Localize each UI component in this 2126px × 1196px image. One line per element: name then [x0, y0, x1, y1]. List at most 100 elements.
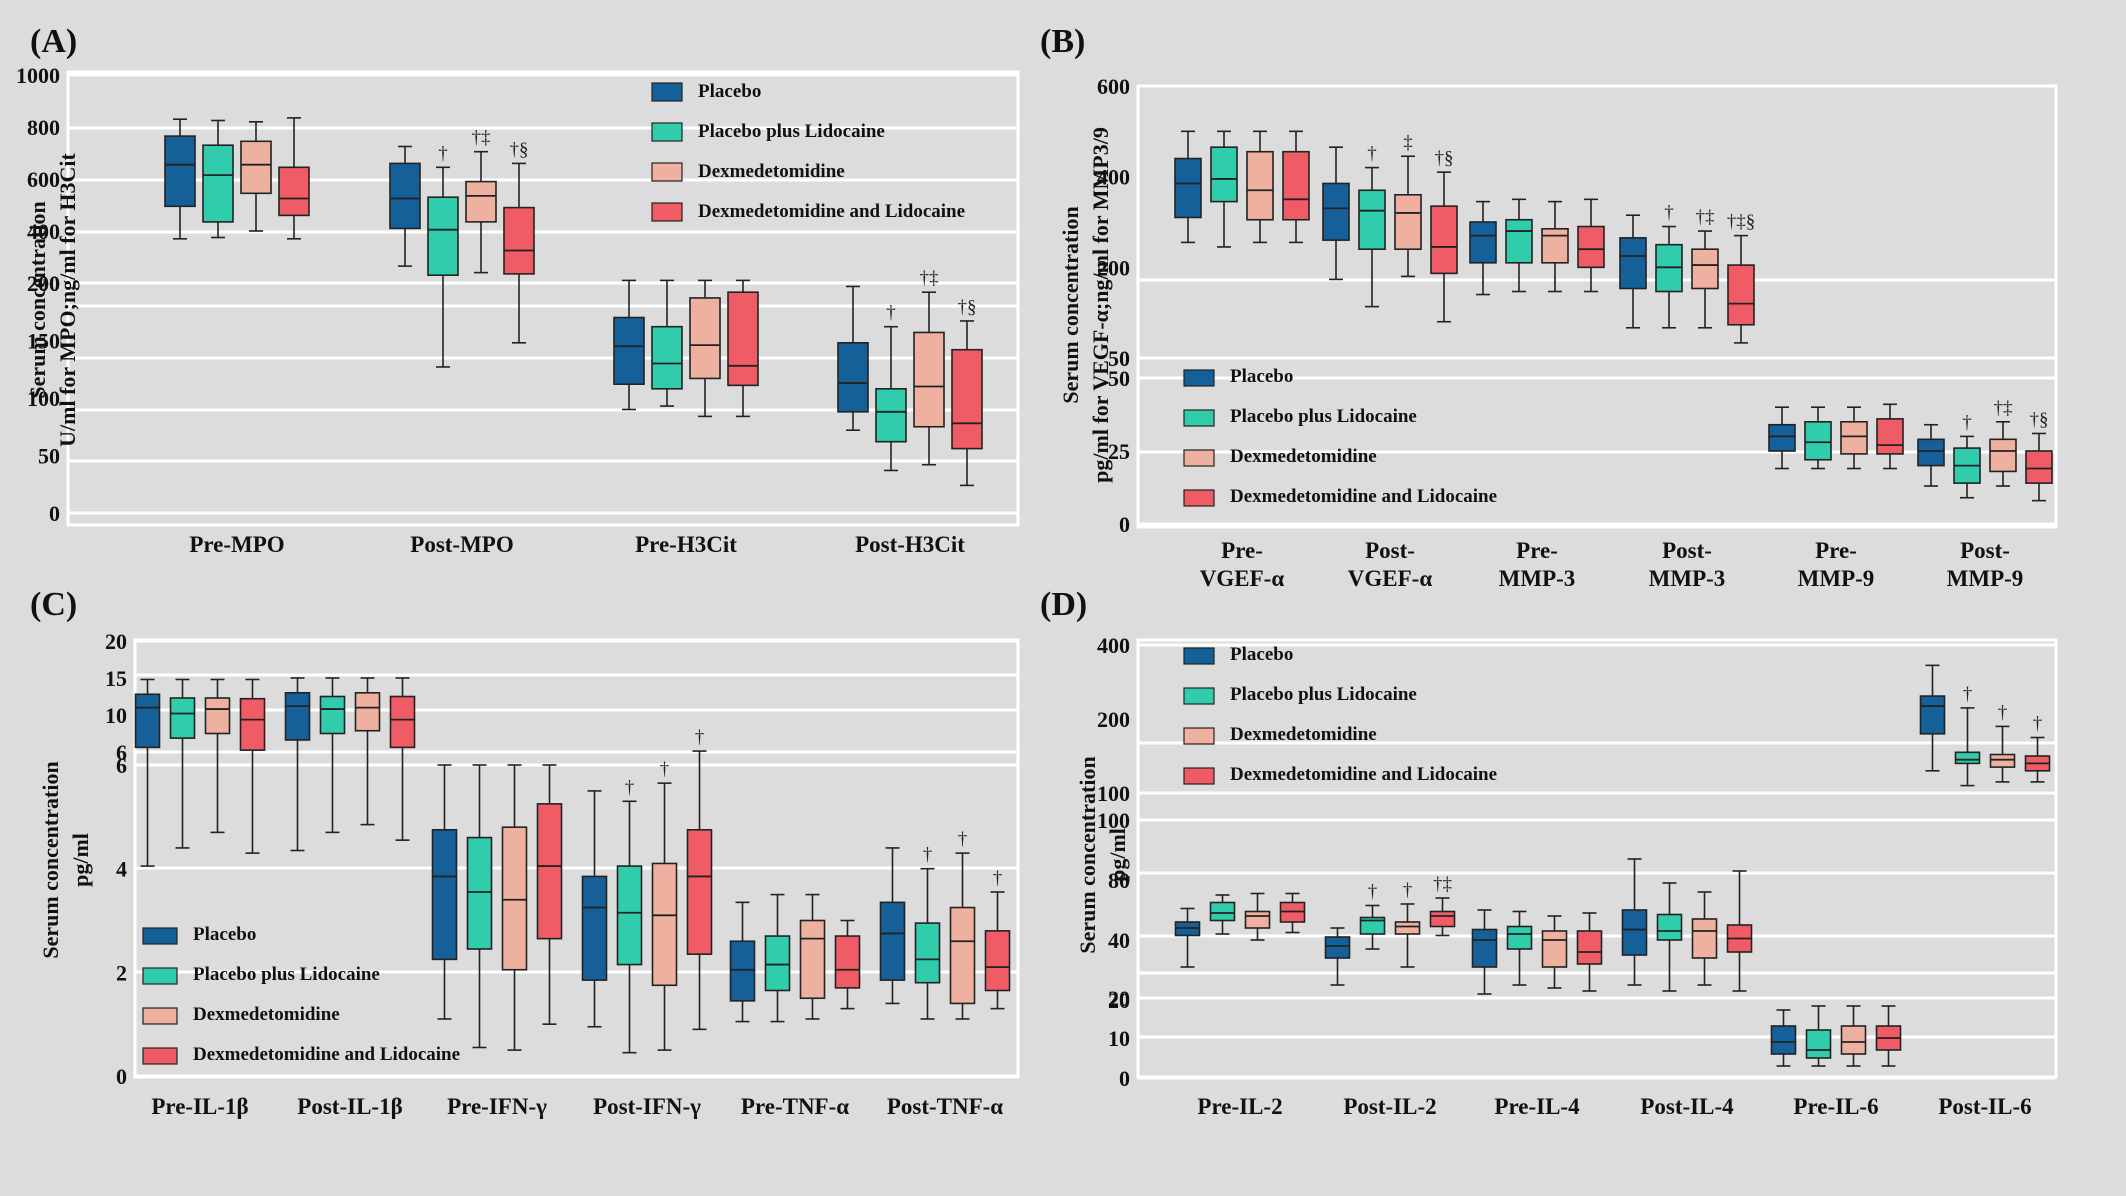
x-category-label: Post-TNF-α — [887, 1094, 1003, 1119]
box-body[interactable] — [431, 828, 458, 961]
box-body[interactable] — [240, 140, 272, 195]
box-body[interactable] — [1505, 218, 1533, 264]
box-body[interactable] — [1324, 936, 1351, 959]
box-body[interactable] — [581, 875, 608, 981]
box-body[interactable] — [1691, 248, 1719, 290]
box-body[interactable] — [319, 695, 346, 735]
box-body[interactable] — [1768, 423, 1796, 452]
box-body[interactable] — [616, 865, 643, 966]
box-body[interactable] — [984, 930, 1011, 992]
box-body[interactable] — [2025, 450, 2053, 484]
box-body[interactable] — [354, 691, 381, 732]
box-body[interactable] — [1727, 264, 1755, 326]
box-body[interactable] — [239, 697, 266, 751]
box-body[interactable] — [1691, 918, 1718, 959]
significance-mark: † — [695, 727, 705, 748]
box-body[interactable] — [1429, 910, 1456, 928]
box-body[interactable] — [1541, 930, 1568, 968]
box-body[interactable] — [1954, 751, 1981, 765]
box-body[interactable] — [1805, 1029, 1832, 1059]
box-body[interactable] — [1430, 205, 1458, 275]
panel-a: (A) Serum concentration U/ml for MPO;ng/ml… — [16, 23, 1020, 557]
legend-label: Dexmedetomidine — [698, 161, 845, 182]
box-body[interactable] — [651, 325, 683, 390]
box-body[interactable] — [204, 697, 231, 735]
box-body[interactable] — [879, 901, 906, 981]
box-body[interactable] — [951, 348, 983, 450]
box-body[interactable] — [1989, 753, 2016, 768]
box-body[interactable] — [427, 196, 459, 276]
box-body[interactable] — [501, 826, 528, 971]
box-body[interactable] — [202, 144, 234, 223]
box-body[interactable] — [1209, 901, 1236, 922]
box-2-3 — [1577, 198, 1605, 293]
box-body[interactable] — [284, 691, 311, 741]
box-body[interactable] — [837, 341, 869, 413]
significance-mark: †§ — [2030, 409, 2049, 430]
box-0-1 — [169, 678, 196, 849]
box-body[interactable] — [1804, 420, 1832, 461]
box-body[interactable] — [1621, 909, 1648, 956]
box-body[interactable] — [949, 906, 976, 1005]
x-category-label: Post- — [1662, 538, 1712, 563]
box-body[interactable] — [389, 695, 416, 749]
box-body[interactable] — [1506, 925, 1533, 950]
box-body[interactable] — [1358, 189, 1386, 250]
x-category-label: Pre-IL-4 — [1494, 1094, 1580, 1119]
box-body[interactable] — [503, 206, 535, 275]
box-body[interactable] — [764, 935, 791, 992]
box-body[interactable] — [1656, 913, 1683, 941]
box-body[interactable] — [1917, 438, 1945, 467]
box-body[interactable] — [1322, 182, 1350, 241]
box-body[interactable] — [1840, 1025, 1867, 1055]
box-body[interactable] — [689, 297, 721, 380]
box-body[interactable] — [875, 387, 907, 443]
box-body[interactable] — [651, 862, 678, 987]
box-body[interactable] — [1619, 237, 1647, 290]
box-body[interactable] — [913, 331, 945, 428]
x-category-label: Pre-MPO — [189, 532, 284, 557]
box-1-1 — [319, 677, 346, 834]
box-body[interactable] — [1394, 921, 1421, 935]
box-body[interactable] — [1576, 930, 1603, 965]
box-body[interactable] — [1989, 438, 2017, 473]
box-body[interactable] — [1770, 1025, 1797, 1055]
panel-d: (D)Serum concentration pg/ml1002004002040… — [1040, 586, 2058, 1119]
box-body[interactable] — [278, 166, 310, 217]
box-body[interactable] — [834, 935, 861, 989]
significance-mark: † — [993, 868, 1003, 889]
box-body[interactable] — [389, 162, 421, 230]
box-body[interactable] — [727, 291, 759, 387]
y-tick-label: 0 — [1119, 1066, 1130, 1091]
box-body[interactable] — [1471, 928, 1498, 968]
box-body[interactable] — [465, 180, 497, 223]
y-tick-label: 40 — [1108, 928, 1130, 953]
box-body[interactable] — [1174, 157, 1202, 219]
box-body[interactable] — [1469, 221, 1497, 264]
box-body[interactable] — [613, 316, 645, 385]
box-body[interactable] — [169, 697, 196, 739]
box-body[interactable] — [1246, 150, 1274, 221]
box-body[interactable] — [164, 135, 196, 208]
box-body[interactable] — [466, 836, 493, 950]
box-body[interactable] — [1394, 194, 1422, 251]
box-body[interactable] — [1577, 225, 1605, 269]
box-body[interactable] — [1840, 420, 1868, 455]
box-body[interactable] — [1359, 916, 1386, 935]
box-body[interactable] — [914, 922, 941, 984]
y-tick-label: 400 — [1097, 165, 1130, 190]
box-body[interactable] — [1876, 418, 1904, 455]
box-body[interactable] — [799, 919, 826, 1000]
box-body[interactable] — [729, 940, 756, 1002]
box-body[interactable] — [1919, 695, 1946, 735]
box-body[interactable] — [1244, 910, 1271, 929]
box-body[interactable] — [134, 693, 161, 749]
box-body[interactable] — [686, 828, 713, 955]
box-body[interactable] — [536, 803, 563, 940]
box-5-0 — [879, 847, 906, 1005]
box-body[interactable] — [1210, 146, 1238, 203]
box-body[interactable] — [1541, 228, 1569, 264]
box-1-3 — [503, 162, 535, 344]
box-body[interactable] — [1282, 150, 1310, 221]
box-1-2 — [354, 677, 381, 826]
